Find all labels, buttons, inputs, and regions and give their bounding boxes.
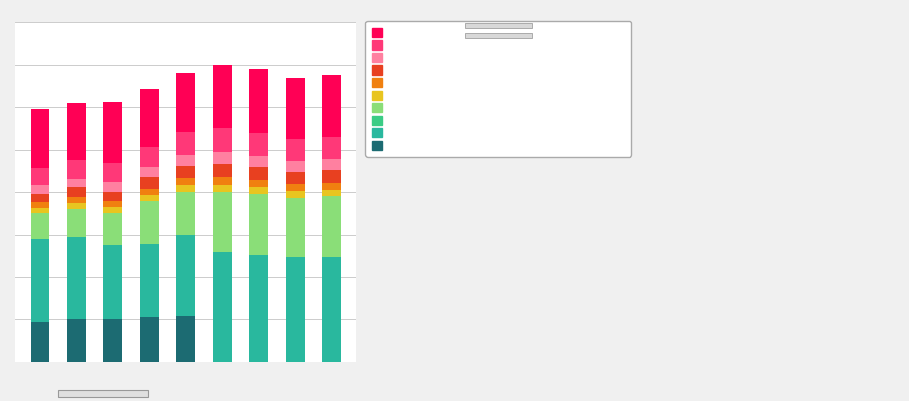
Bar (31, 110, 49, 169)
Bar (140, 196, 159, 202)
Bar (285, 185, 305, 192)
Bar (140, 168, 159, 178)
Bar (249, 157, 268, 168)
Bar (104, 208, 123, 214)
Bar (67, 198, 86, 204)
Bar (322, 257, 341, 362)
Bar (213, 66, 232, 129)
Bar (322, 171, 341, 183)
Bar (31, 169, 49, 186)
Bar (213, 129, 232, 153)
Bar (104, 164, 123, 183)
Bar (249, 134, 268, 157)
Bar (213, 192, 232, 253)
Bar (31, 203, 49, 208)
Legend: JPY-01 - オルカン, JPY-02 - 楽天オールカントリー, JPY-03 - はじめてのNISA全世界, JPY-04 - サクットインド, JPY: JPY-01 - オルカン, JPY-02 - 楽天オールカントリー, JPY-… (365, 22, 632, 157)
Bar (213, 153, 232, 165)
Bar (176, 192, 195, 235)
Bar (176, 166, 195, 179)
Bar (249, 255, 268, 362)
Bar (213, 165, 232, 178)
Bar (104, 183, 123, 192)
Bar (104, 320, 123, 362)
Bar (140, 189, 159, 196)
Bar (322, 190, 341, 197)
Bar (67, 210, 86, 237)
Bar (67, 204, 86, 210)
Bar (140, 89, 159, 148)
Bar (140, 202, 159, 244)
Bar (104, 202, 123, 208)
Bar (140, 318, 159, 362)
Bar (213, 185, 232, 192)
Bar (176, 155, 195, 166)
Bar (322, 76, 341, 138)
Bar (67, 179, 86, 188)
Bar (31, 186, 49, 194)
Bar (140, 244, 159, 318)
Bar (140, 148, 159, 168)
Bar (213, 253, 232, 362)
Bar (31, 208, 49, 214)
Bar (176, 132, 195, 155)
Bar (285, 140, 305, 162)
Bar (285, 172, 305, 185)
Bar (67, 237, 86, 320)
Bar (104, 245, 123, 320)
Bar (176, 235, 195, 317)
Bar (285, 162, 305, 172)
Bar (322, 183, 341, 190)
Bar (285, 78, 305, 140)
Bar (67, 103, 86, 161)
Bar (176, 74, 195, 132)
Bar (249, 168, 268, 181)
Bar (213, 178, 232, 185)
Bar (104, 103, 123, 164)
Bar (249, 70, 268, 134)
Bar (176, 317, 195, 362)
Bar (31, 214, 49, 239)
Bar (249, 188, 268, 195)
Bar (31, 194, 49, 203)
Bar (285, 257, 305, 362)
Bar (176, 186, 195, 192)
Bar (104, 214, 123, 245)
Bar (104, 192, 123, 202)
Bar (249, 181, 268, 188)
Bar (67, 188, 86, 198)
Bar (31, 322, 49, 362)
Bar (322, 197, 341, 257)
Bar (322, 160, 341, 171)
Bar (285, 192, 305, 198)
Bar (140, 178, 159, 189)
Bar (67, 161, 86, 179)
Bar (67, 320, 86, 362)
Bar (285, 198, 305, 257)
Bar (31, 239, 49, 322)
Bar (176, 179, 195, 186)
Bar (322, 138, 341, 160)
Bar (249, 195, 268, 255)
